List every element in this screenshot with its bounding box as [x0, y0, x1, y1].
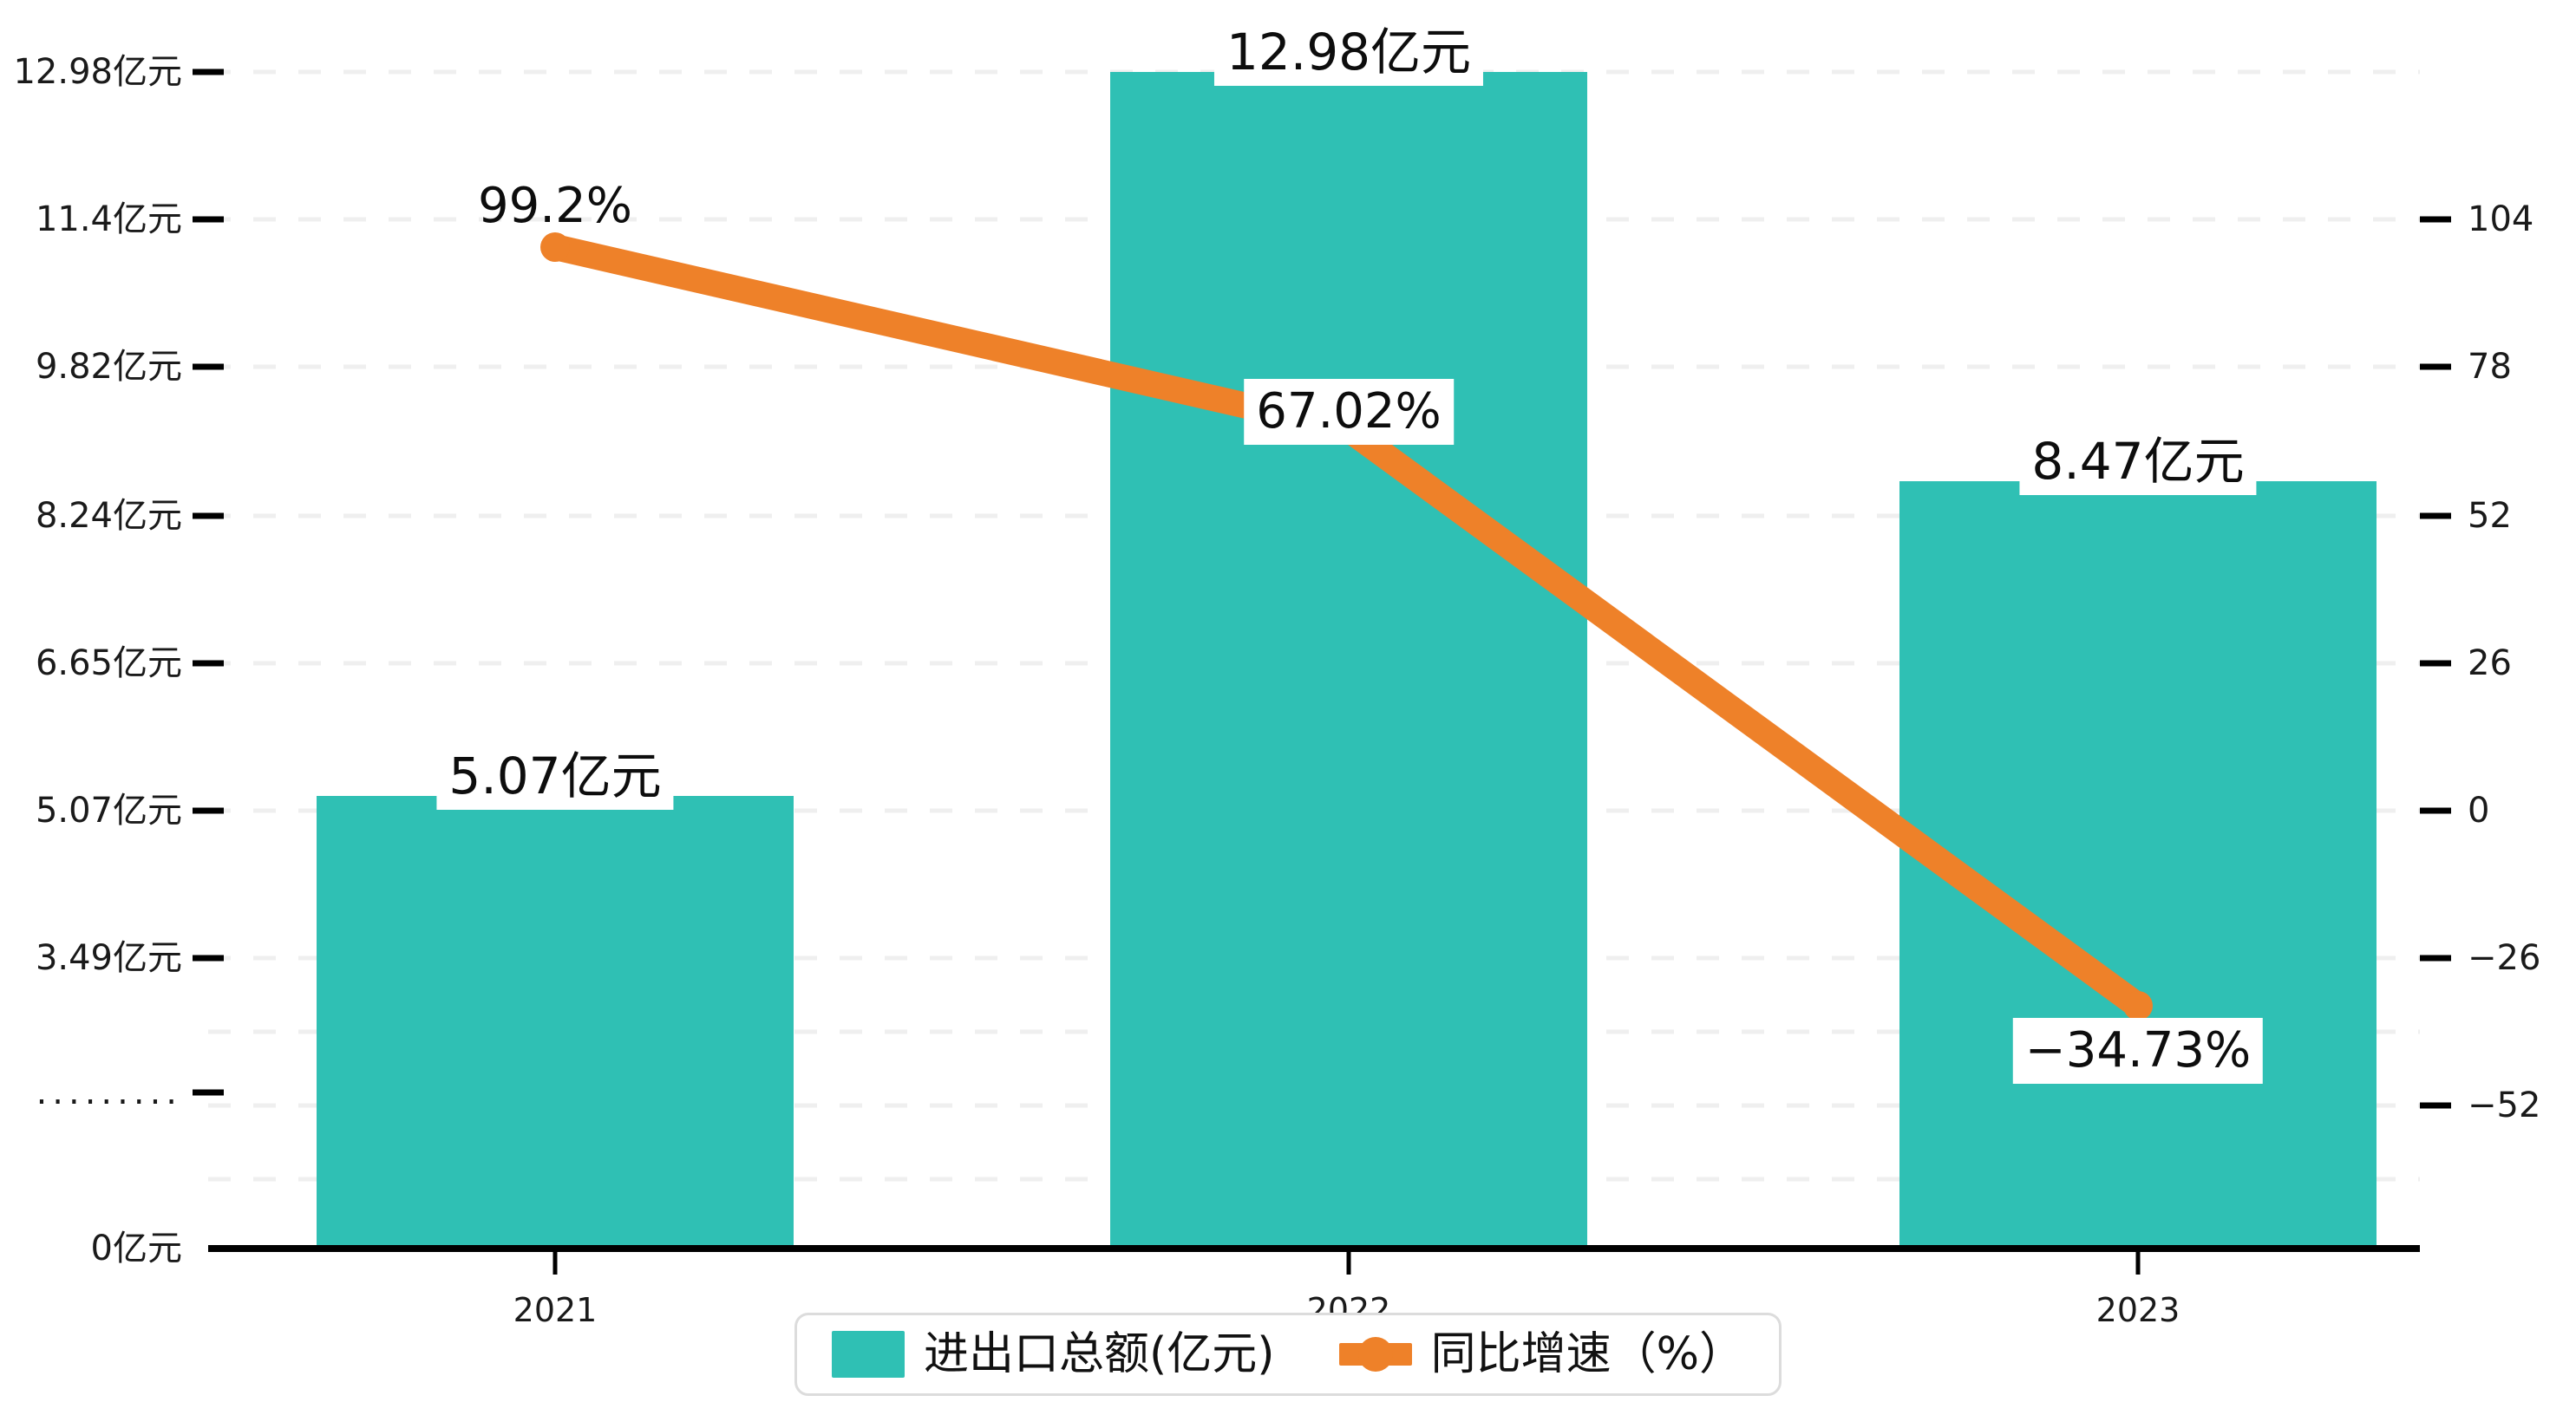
- bar-2023: [1899, 481, 2377, 1249]
- bar-2021: [317, 796, 794, 1249]
- left-tick-label-12.98: 12.98亿元: [13, 52, 182, 92]
- left-tick-label-9.82: 9.82亿元: [35, 347, 182, 387]
- line-value-label-2023: −34.73%: [2012, 1018, 2264, 1084]
- line-value-label-2022: 67.02%: [1244, 379, 1454, 445]
- bar-series: [317, 72, 2377, 1249]
- right-axis-ticks: [2420, 216, 2451, 1109]
- x-axis-ticks: [552, 1249, 2141, 1275]
- legend-item-bar[interactable]: 进出口总额(亿元): [832, 1331, 1275, 1378]
- right-tick-label-minus52: −52: [2468, 1086, 2541, 1125]
- left-tick-label-0: 0亿元: [90, 1229, 182, 1268]
- left-tick-label-3.49: 3.49亿元: [35, 938, 182, 978]
- left-axis-ticks: [193, 68, 224, 1096]
- right-tick-label-26: 26: [2468, 643, 2512, 683]
- left-tick-label-8.24: 8.24亿元: [35, 496, 182, 536]
- bar-2022: [1110, 72, 1587, 1249]
- legend-bar-swatch-icon: [832, 1331, 905, 1378]
- left-tick-label-ellipsis: .........: [36, 1073, 182, 1112]
- legend-line-swatch-icon: [1338, 1331, 1412, 1378]
- line-point-2023: [2123, 991, 2153, 1020]
- x-tick-label-2023: 2023: [2095, 1291, 2180, 1329]
- line-point-2021: [540, 232, 570, 262]
- bar-value-label-2023: 8.47亿元: [2019, 427, 2257, 495]
- legend-item-line[interactable]: 同比增速（%）: [1338, 1328, 1744, 1380]
- line-value-label-2021: 99.2%: [478, 178, 632, 234]
- legend-item-bar-label: 进出口总额(亿元): [924, 1328, 1275, 1380]
- right-tick-label-104: 104: [2468, 199, 2534, 239]
- x-tick-label-2021: 2021: [513, 1291, 598, 1329]
- left-tick-label-5.07: 5.07亿元: [35, 791, 182, 831]
- bar-value-label-2022: 12.98亿元: [1213, 18, 1484, 86]
- right-tick-label-0: 0: [2468, 791, 2490, 831]
- right-tick-label-52: 52: [2468, 496, 2512, 536]
- chart-legend: 进出口总额(亿元) 同比增速（%）: [794, 1313, 1782, 1396]
- right-tick-label-minus26: −26: [2468, 938, 2541, 978]
- left-tick-label-6.65: 6.65亿元: [35, 643, 182, 683]
- bar-value-label-2021: 5.07亿元: [436, 742, 674, 810]
- left-tick-label-11.4: 11.4亿元: [35, 199, 182, 239]
- legend-item-line-label: 同比增速（%）: [1430, 1328, 1744, 1380]
- right-tick-label-78: 78: [2468, 347, 2512, 387]
